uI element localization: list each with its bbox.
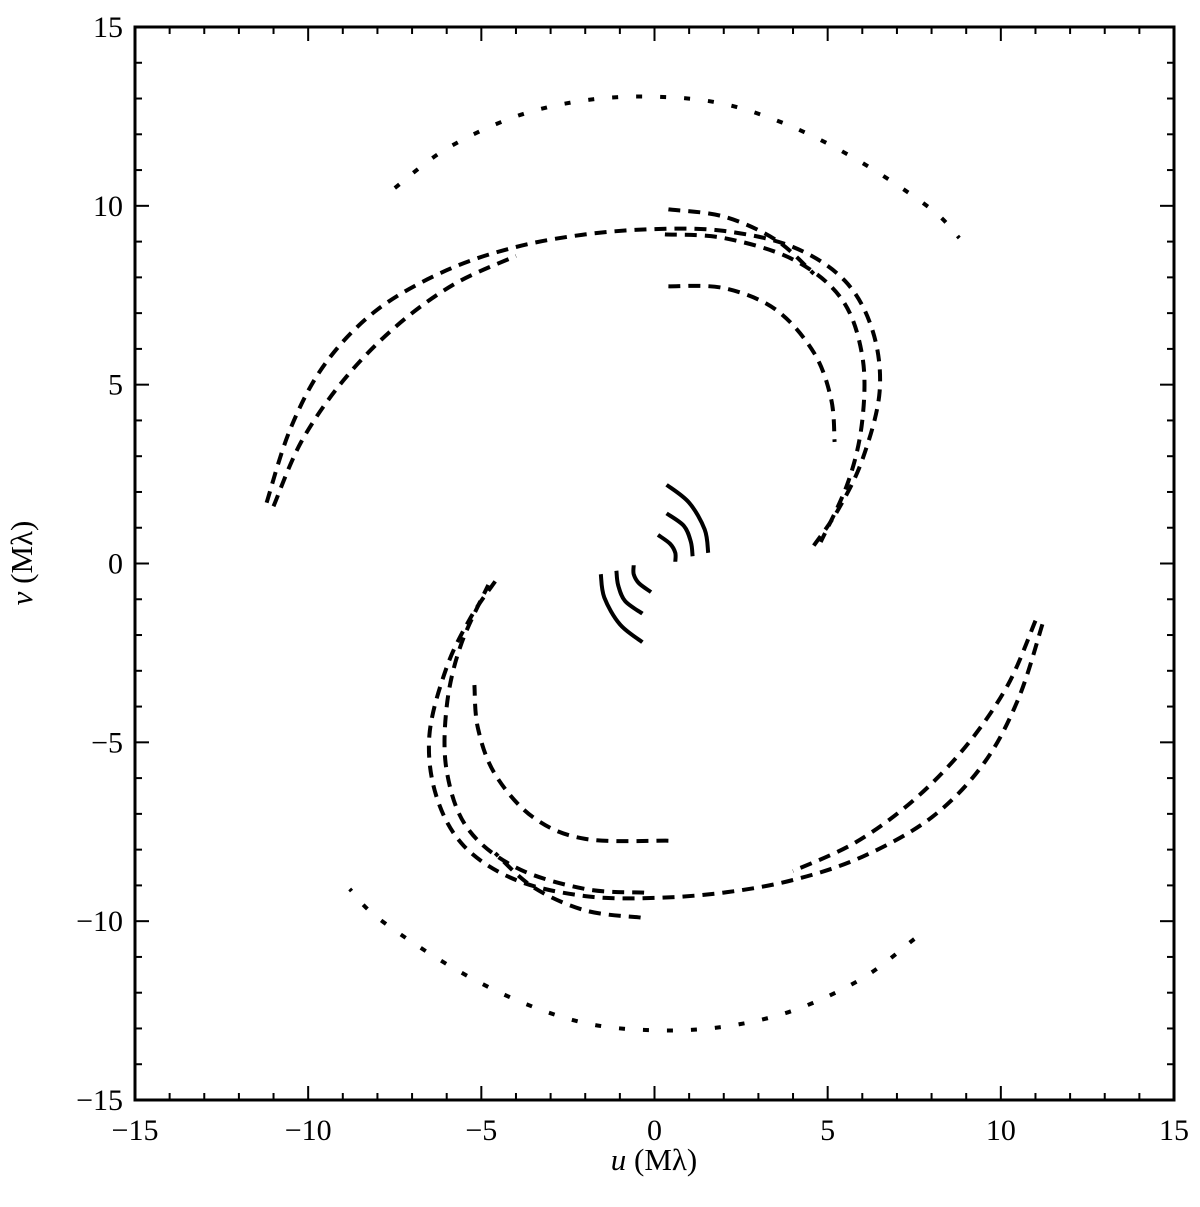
axis-ticks [134, 26, 1175, 1101]
uv-track-0 [393, 94, 961, 240]
uv-track-10 [348, 887, 916, 1033]
x-tick-label: −5 [465, 1114, 497, 1147]
y-tick-label: 0 [108, 548, 123, 581]
uv-track-13 [442, 584, 645, 895]
x-tick-label: 10 [986, 1114, 1016, 1147]
uv-track-5 [668, 283, 837, 443]
y-tick-label: 5 [108, 369, 123, 402]
plot-frame [133, 25, 1176, 1102]
x-tick-label: 5 [820, 1114, 835, 1147]
y-tick-label: 15 [93, 11, 123, 44]
uv-track-3 [664, 232, 867, 543]
x-tick-label: −10 [285, 1114, 332, 1147]
uv-track-17 [614, 570, 644, 616]
y-tick-label: −10 [76, 905, 123, 938]
uv-track-11 [426, 580, 1045, 901]
uv-track-6 [665, 483, 711, 554]
x-tick-label: 0 [647, 1114, 662, 1147]
uv-track-8 [656, 533, 678, 562]
uv-tracks [264, 94, 1045, 1033]
uv-track-16 [598, 573, 644, 644]
y-tick-label: 10 [93, 190, 123, 223]
uv-track-14 [493, 851, 641, 920]
x-axis-title: u (Mλ) [611, 1142, 698, 1177]
uv-track-1 [264, 226, 883, 547]
uv-track-4 [668, 207, 816, 276]
y-tick-label: −5 [91, 726, 123, 759]
y-tick-label: −15 [76, 1084, 123, 1117]
uv-track-12 [792, 619, 1038, 873]
uv-track-2 [271, 254, 517, 508]
uv-track-18 [631, 565, 653, 594]
x-tick-label: −15 [112, 1114, 159, 1147]
y-axis-title: v (Mλ) [4, 521, 39, 606]
tick-labels: −15 −10 −5 0 5 10 15 −15 −10 −5 0 5 10 15 [76, 11, 1189, 1147]
x-tick-label: 15 [1159, 1114, 1189, 1147]
uv-track-7 [665, 511, 695, 557]
uv-track-15 [472, 684, 669, 844]
